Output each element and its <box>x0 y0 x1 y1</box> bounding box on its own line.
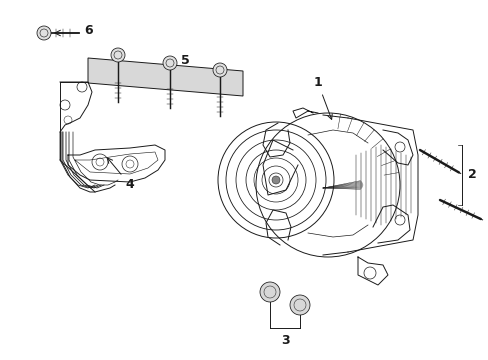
Text: 5: 5 <box>180 54 189 67</box>
Polygon shape <box>88 58 243 96</box>
Text: 4: 4 <box>107 158 134 192</box>
Text: 2: 2 <box>467 168 476 181</box>
Circle shape <box>271 176 280 184</box>
Circle shape <box>213 63 226 77</box>
Circle shape <box>111 48 125 62</box>
Circle shape <box>260 282 280 302</box>
Text: 3: 3 <box>280 333 289 346</box>
Circle shape <box>289 295 309 315</box>
Circle shape <box>37 26 51 40</box>
Circle shape <box>163 56 177 70</box>
Text: 6: 6 <box>84 24 92 37</box>
Text: 1: 1 <box>313 77 331 120</box>
